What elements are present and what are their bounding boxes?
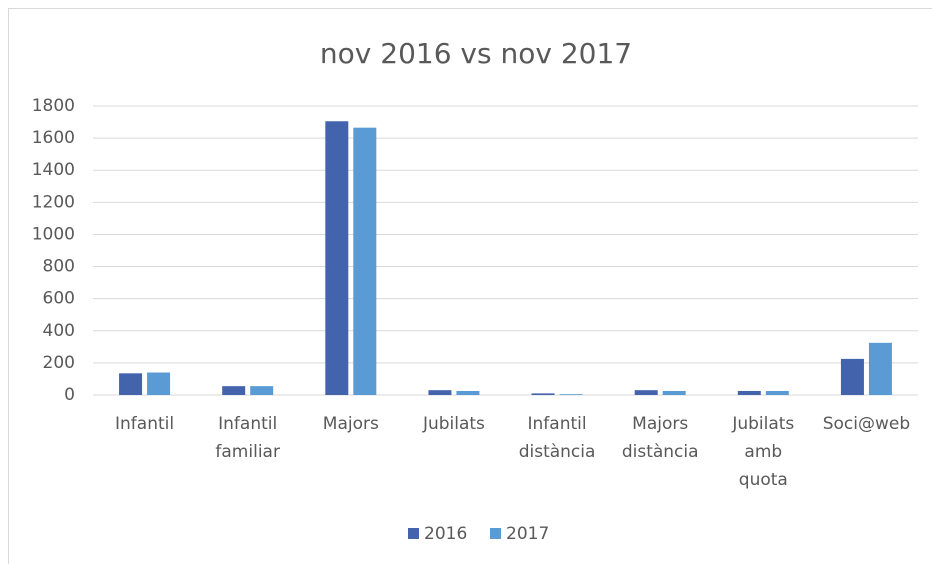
bar: [634, 390, 658, 395]
y-tick-label: 200: [43, 353, 75, 373]
bar: [353, 127, 377, 396]
x-tick-label: Soci@web: [823, 414, 910, 434]
y-tick-label: 800: [43, 257, 75, 277]
legend-swatch: [408, 528, 419, 539]
x-tick-label: Majors distància: [622, 414, 699, 462]
x-tick-label-line: familiar: [215, 442, 280, 462]
x-tick-label: Jubilats: [422, 414, 485, 434]
x-tick-label: Majors: [323, 414, 379, 434]
bar: [456, 390, 480, 395]
x-tick-label-line: distància: [622, 442, 699, 462]
bar: [119, 373, 143, 395]
chart-title: nov 2016 vs nov 2017: [320, 37, 632, 70]
bar: [428, 390, 452, 395]
bar: [840, 358, 864, 395]
x-tick-label-line: quota: [739, 470, 788, 490]
bar: [765, 390, 789, 395]
bar: [531, 393, 555, 395]
y-tick-label: 1200: [32, 192, 75, 212]
legend-label: 2017: [506, 524, 549, 544]
x-tick-label-line: Infantil: [218, 414, 277, 434]
y-tick-label: 1600: [32, 128, 75, 148]
y-tick-label: 600: [43, 289, 75, 309]
x-tick-label-line: amb: [744, 442, 782, 462]
x-tick-label: Infantil familiar: [215, 414, 280, 462]
x-tick-label: Infantil distància: [519, 414, 596, 462]
bar: [662, 390, 686, 395]
x-tick-label-line: Jubilats: [731, 414, 794, 434]
x-tick-label: Jubilats amb quota: [731, 414, 794, 490]
bar: [737, 390, 761, 395]
y-tick-label: 0: [64, 385, 75, 405]
y-tick-label: 1800: [32, 96, 75, 116]
chart-frame: [8, 8, 932, 564]
bar: [325, 121, 349, 395]
legend-swatch: [490, 528, 501, 539]
legend-label: 2016: [424, 524, 467, 544]
x-tick-label-line: Infantil: [528, 414, 587, 434]
bar: [250, 386, 274, 395]
y-tick-label: 400: [43, 321, 75, 341]
x-tick-label-line: distància: [519, 442, 596, 462]
y-tick-label: 1400: [32, 160, 75, 180]
y-tick-label: 1000: [32, 224, 75, 244]
x-tick-label-line: Majors: [632, 414, 688, 434]
bar: [868, 342, 892, 395]
bar: [559, 394, 583, 395]
bar: [222, 386, 246, 395]
bar: [147, 372, 171, 395]
x-tick-label: Infantil: [115, 414, 174, 434]
